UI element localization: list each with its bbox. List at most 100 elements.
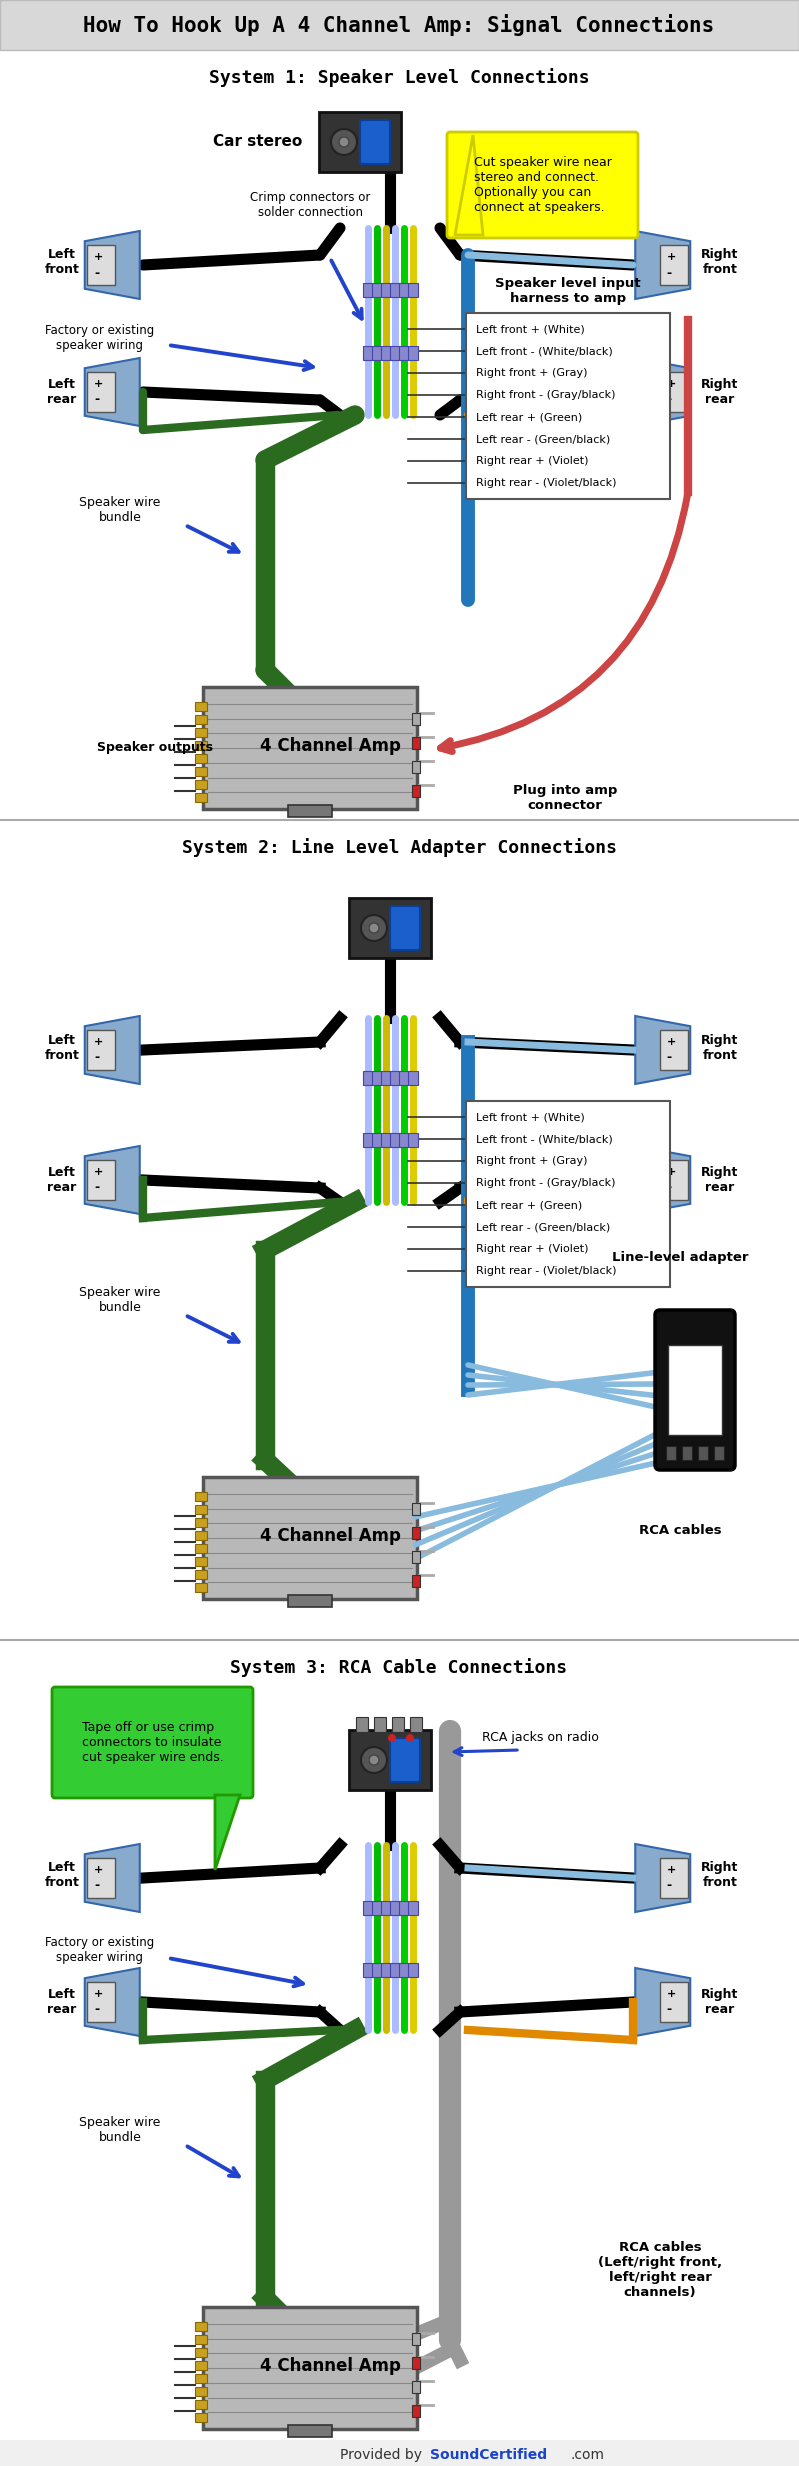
Text: +: + [94,252,104,261]
Text: -: - [666,266,672,279]
Text: +: + [94,1864,104,1874]
FancyBboxPatch shape [87,1857,115,1899]
Text: Right rear - (Violet/black): Right rear - (Violet/black) [476,1265,617,1275]
Text: Left
rear: Left rear [47,1166,77,1194]
FancyBboxPatch shape [390,1739,420,1783]
Text: -: - [94,395,99,407]
Bar [412,737,420,750]
Bar [412,1551,420,1563]
Bar [380,1963,391,1978]
Text: Right front - (Gray/black): Right front - (Gray/black) [476,390,615,399]
Bar [195,2323,207,2330]
Bar [195,1556,207,1566]
Bar [407,345,418,360]
Bar [195,715,207,725]
Circle shape [406,1734,414,1741]
FancyBboxPatch shape [52,1687,253,1798]
Bar [412,784,420,797]
Text: Right
front: Right front [702,1033,739,1063]
Bar [399,284,408,296]
Polygon shape [635,358,690,427]
Bar [195,2360,207,2370]
Bar [682,1445,692,1460]
Text: Factory or existing
speaker wiring: Factory or existing speaker wiring [46,1936,155,1963]
Bar [412,1576,420,1588]
Polygon shape [635,1016,690,1085]
Text: Left
rear: Left rear [47,1988,77,2017]
Bar [195,740,207,750]
Bar [195,2348,207,2357]
Text: Speaker outputs: Speaker outputs [97,742,213,755]
Bar [195,1544,207,1554]
Bar [363,345,372,360]
FancyBboxPatch shape [87,372,115,412]
Bar [363,1070,372,1085]
Text: How To Hook Up A 4 Channel Amp: Signal Connections: How To Hook Up A 4 Channel Amp: Signal C… [83,15,714,37]
Bar [195,2335,207,2345]
Bar [666,1445,676,1460]
Bar [412,762,420,772]
Circle shape [369,922,379,932]
Bar [363,1901,372,1916]
Text: RCA cables: RCA cables [638,1524,721,1536]
Text: -: - [94,1181,99,1194]
Text: +: + [94,1990,104,2000]
Text: Right front + (Gray): Right front + (Gray) [476,1157,587,1166]
FancyBboxPatch shape [660,1031,688,1070]
Text: -: - [666,395,672,407]
Bar [195,1531,207,1539]
Bar [399,1963,408,1978]
FancyBboxPatch shape [466,1100,670,1287]
Bar [195,755,207,762]
Text: Left rear + (Green): Left rear + (Green) [476,1201,582,1211]
Text: -: - [94,1879,99,1891]
Text: RCA jacks on radio: RCA jacks on radio [482,1731,598,1743]
Text: Left
front: Left front [45,249,79,276]
Text: +: + [666,1990,676,2000]
Text: Left
rear: Left rear [47,377,77,407]
Bar [399,1132,408,1147]
Circle shape [331,128,357,155]
Text: -: - [666,2002,672,2017]
Bar [389,284,400,296]
Bar [668,1344,722,1435]
Text: -: - [666,1051,672,1065]
Bar [195,2387,207,2397]
FancyBboxPatch shape [360,121,390,165]
Bar [412,2357,420,2370]
Text: System 2: Line Level Adapter Connections: System 2: Line Level Adapter Connections [181,838,617,858]
Circle shape [369,1756,379,1766]
Text: Right rear + (Violet): Right rear + (Violet) [476,1243,589,1255]
Text: Left rear - (Green/black): Left rear - (Green/black) [476,434,610,444]
Bar [412,1526,420,1539]
Text: RCA cables
(Left/right front,
left/right rear
channels): RCA cables (Left/right front, left/right… [598,2242,722,2298]
Text: Speaker wire
bundle: Speaker wire bundle [79,2116,161,2143]
FancyBboxPatch shape [0,0,799,49]
Polygon shape [215,1795,240,1869]
Text: -: - [666,1879,672,1891]
Text: +: + [666,1038,676,1048]
Text: 4 Channel Amp: 4 Channel Amp [260,2357,400,2375]
Circle shape [361,1746,387,1773]
Bar [195,703,207,710]
Bar [389,1963,400,1978]
Bar [374,1716,386,1731]
Text: -: - [94,2002,99,2017]
Bar [363,1132,372,1147]
Bar [195,1519,207,1526]
Bar [0,821,799,1640]
Bar [195,1583,207,1593]
Text: +: + [94,1038,104,1048]
Text: Right rear + (Violet): Right rear + (Violet) [476,456,589,466]
Bar [714,1445,724,1460]
Bar [372,345,381,360]
FancyBboxPatch shape [660,1159,688,1201]
Polygon shape [85,232,140,298]
Bar [380,1132,391,1147]
Text: Right
rear: Right rear [702,1166,739,1194]
Polygon shape [85,1016,140,1085]
Text: Right
rear: Right rear [702,1988,739,2017]
Bar [195,727,207,737]
Bar [195,1571,207,1578]
Circle shape [339,138,349,148]
